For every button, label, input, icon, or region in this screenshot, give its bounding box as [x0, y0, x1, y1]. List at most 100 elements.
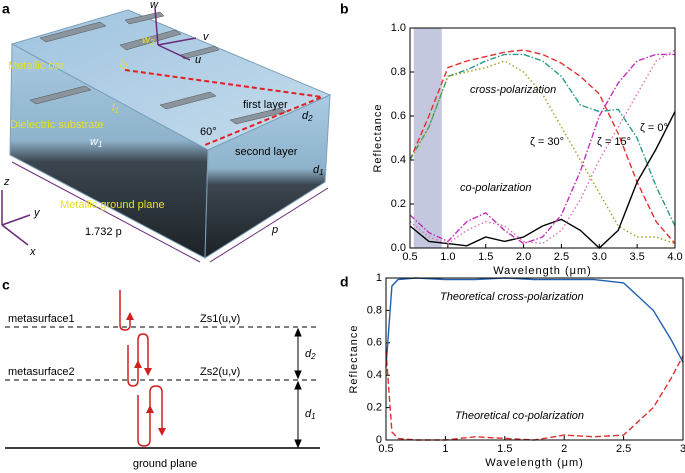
label-base: v	[203, 31, 210, 43]
y-tick-label: 0.6	[391, 110, 406, 122]
y-tick-label: 1	[376, 272, 382, 284]
x-tick-label: 4.0	[667, 251, 682, 263]
label: w2	[142, 34, 155, 47]
x-tick-label: 0.5	[402, 251, 417, 263]
plot-frame	[385, 277, 684, 441]
axis-v	[157, 37, 197, 46]
label: u	[195, 54, 201, 66]
label-base: d	[302, 110, 309, 122]
label-sub: 1	[319, 168, 323, 177]
label: first layer	[243, 99, 288, 111]
label-base: Metallic bar	[8, 60, 65, 72]
label-base: l	[112, 102, 115, 114]
label: Metallic ground plane	[60, 199, 165, 211]
series-line	[409, 53, 675, 245]
label-base: Dielectric substrate	[10, 119, 104, 131]
panel-a	[1, 7, 332, 263]
y-tick-label: 0.6	[367, 337, 382, 349]
axis-x	[1, 224, 29, 246]
label-sub: 2	[307, 114, 313, 123]
dim-label-base: d	[305, 408, 312, 420]
series-line	[409, 111, 676, 249]
label-sub: 2	[149, 38, 155, 47]
label-base: p	[271, 224, 278, 236]
dim-label-base: d	[305, 348, 312, 360]
annotation: ζ = 0°	[640, 122, 668, 134]
x-tick-label: 3.0	[592, 251, 607, 263]
label: y	[33, 207, 41, 219]
x-tick-label: 0.5	[378, 443, 393, 455]
label-base: x	[29, 246, 36, 258]
y-axis-label: Reflectance	[348, 324, 360, 393]
x-tick-label: 2	[561, 443, 567, 455]
axis-u	[157, 44, 191, 61]
label: Metallic bar	[8, 60, 65, 72]
plot-frame	[409, 27, 676, 249]
label: x	[29, 246, 36, 258]
layer-label: metasurface2	[8, 366, 75, 378]
arrowheads	[126, 312, 166, 436]
label: l2	[120, 58, 127, 71]
dim-label-sub: 2	[310, 352, 316, 361]
y-tick-label: 0.4	[367, 369, 382, 381]
series-line	[409, 53, 676, 227]
y-tick-label: 0	[376, 434, 382, 446]
label-base: l	[120, 58, 123, 70]
bars	[29, 11, 287, 125]
x-tick-label: 1.5	[497, 443, 512, 455]
label-sub: 1	[114, 106, 118, 115]
annotation: co-polarization	[460, 182, 532, 194]
label: p	[271, 224, 278, 236]
x-tick-label: 2.5	[554, 251, 569, 263]
label-base: z	[3, 176, 10, 188]
label-base: y	[33, 207, 41, 219]
layer-label: metasurface1	[8, 313, 75, 325]
annotation: cross-polarization	[470, 84, 556, 96]
label: Dielectric substrate	[10, 119, 104, 131]
label-base: w	[150, 0, 159, 11]
ground-label: ground plane	[133, 458, 197, 470]
dim-short	[209, 187, 329, 263]
label-base: w	[90, 136, 99, 148]
dim-label-sub: 1	[311, 412, 315, 421]
label-sub: 1	[98, 140, 102, 149]
impedance-label: Zs2(u,v)	[200, 366, 240, 378]
series-line	[409, 49, 676, 245]
y-tick-label: 1.0	[391, 22, 406, 34]
dim-label: d1	[305, 408, 316, 421]
axis-w	[154, 7, 159, 46]
x-axis-label: Wavelength (μm)	[485, 457, 584, 469]
label-base: first layer	[243, 99, 288, 111]
dim-long	[11, 161, 201, 263]
label: l1	[112, 102, 119, 115]
label: d2	[302, 110, 313, 123]
dim-label: d2	[305, 348, 316, 361]
x-tick-label: 3.5	[629, 251, 644, 263]
series-line	[385, 277, 684, 368]
dimension-arrows	[294, 327, 302, 449]
annotation: ζ = 30°	[530, 136, 564, 148]
label-base: u	[195, 54, 201, 66]
label-sub: 2	[121, 62, 127, 71]
y-tick-label: 0.0	[391, 242, 406, 254]
box-side	[204, 94, 331, 259]
label: 1.732 p	[85, 226, 122, 238]
x-tick-label: 1.5	[478, 251, 493, 263]
x-tick-label: 1	[442, 443, 448, 455]
label: second layer	[235, 146, 298, 158]
panel-label: c	[2, 277, 10, 293]
annotation: Theoretical co-polarization	[455, 410, 584, 422]
x-tick-label: 3	[680, 443, 685, 455]
series-line	[385, 350, 684, 441]
label-base: 60°	[200, 126, 217, 138]
label-base: second layer	[235, 146, 298, 158]
series-line	[409, 60, 676, 245]
label: w1	[90, 136, 102, 149]
annotation: Theoretical cross-polarization	[440, 291, 584, 303]
panel-label: d	[340, 274, 349, 290]
y-tick-label: 0.2	[391, 198, 406, 210]
panel-c	[5, 290, 320, 449]
label-base: w	[142, 34, 151, 46]
label-base: Metallic ground plane	[60, 199, 165, 211]
